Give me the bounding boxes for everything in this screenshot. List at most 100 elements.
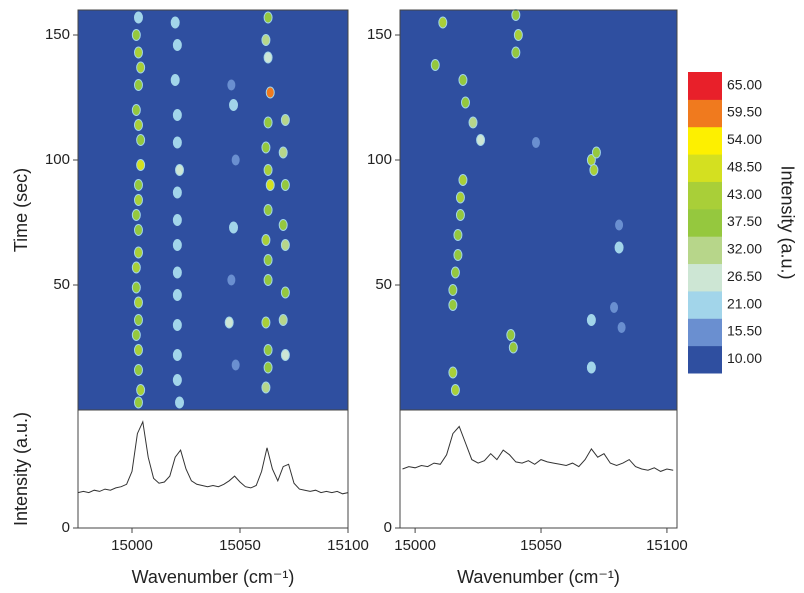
intensity-spot: [531, 137, 540, 148]
intensity-spot: [133, 344, 143, 356]
y-tick-label: 50: [375, 276, 392, 293]
intensity-spot: [263, 254, 273, 266]
intensity-spot: [589, 164, 599, 176]
intensity-spot: [231, 154, 240, 166]
intensity-spot: [131, 209, 141, 221]
colorbar-label: 15.50: [727, 323, 762, 339]
x-tick-label: 15000: [394, 537, 436, 554]
intensity-spot: [133, 194, 143, 206]
heatmap-background: [400, 10, 677, 410]
intensity-spot: [172, 214, 182, 226]
x-tick-label: 15000: [111, 537, 153, 554]
intensity-spot: [261, 316, 271, 329]
intensity-spot: [136, 384, 146, 396]
intensity-spot: [280, 349, 290, 361]
intensity-spot: [170, 16, 180, 29]
colorbar-band: [688, 72, 722, 100]
intensity-spot: [133, 314, 143, 326]
colorbar-label: 65.00: [727, 76, 762, 92]
intensity-spot: [511, 46, 521, 59]
intensity-spot: [133, 11, 143, 24]
intensity-spot: [133, 364, 143, 376]
intensity-spot: [133, 246, 143, 259]
y-axis-label: Time (sec): [11, 168, 31, 252]
intensity-spot: [450, 266, 460, 279]
intensity-spot: [263, 164, 273, 176]
intensity-spot: [438, 16, 448, 29]
heatmap-background: [78, 10, 348, 410]
intensity-spot: [172, 349, 182, 361]
intensity-spot: [476, 134, 486, 146]
intensity-spot: [133, 119, 143, 131]
intensity-spot: [131, 104, 141, 116]
colorbar-band: [688, 318, 722, 347]
intensity-spot: [265, 86, 275, 99]
intensity-spot: [224, 316, 234, 329]
intensity-spot: [455, 209, 465, 221]
colorbar-band: [688, 154, 722, 182]
intensity-spot: [263, 344, 273, 356]
spectrum-line: [77, 420, 349, 495]
y-axis-label: Intensity (a.u.): [11, 412, 31, 526]
plot-frame: [77, 409, 349, 529]
y-tick-label: 0: [62, 519, 70, 536]
intensity-spot: [508, 341, 518, 354]
colorbar-title: Intensity (a.u.): [777, 165, 797, 279]
intensity-spot: [278, 314, 288, 326]
intensity-spot: [261, 234, 271, 246]
intensity-spot: [131, 261, 141, 274]
y-tick-label: 100: [367, 151, 392, 168]
x-axis-label: Wavenumber (cm⁻¹): [457, 567, 620, 587]
intensity-spot: [450, 384, 460, 396]
x-tick-label: 15050: [520, 537, 562, 554]
colorbar-band: [688, 263, 722, 292]
intensity-spot: [615, 219, 624, 231]
intensity-spot: [172, 186, 182, 199]
intensity-spot: [261, 34, 271, 46]
intensity-spot: [133, 46, 143, 59]
colorbar-label: 59.50: [727, 104, 762, 120]
intensity-spot: [261, 381, 271, 394]
x-tick-label: 15100: [327, 537, 369, 554]
colorbar-band: [688, 126, 722, 155]
intensity-spot: [455, 191, 465, 204]
intensity-spot: [263, 274, 273, 286]
colorbar-band: [688, 208, 722, 237]
intensity-spot: [263, 116, 273, 129]
intensity-spot: [453, 249, 463, 261]
colorbar-label: 37.50: [727, 213, 762, 229]
intensity-spot: [278, 146, 288, 159]
intensity-spot: [175, 396, 185, 409]
intensity-spot: [513, 29, 523, 41]
intensity-spot: [453, 229, 463, 241]
intensity-spot: [133, 179, 143, 191]
intensity-spot: [172, 266, 182, 279]
intensity-spot: [591, 146, 601, 159]
y-tick-label: 150: [45, 26, 70, 43]
intensity-spot: [172, 374, 182, 386]
intensity-spot: [280, 114, 290, 126]
intensity-spot: [506, 329, 516, 341]
intensity-spot: [170, 74, 180, 86]
x-tick-label: 15100: [646, 537, 688, 554]
colorbar-label: 26.50: [727, 268, 762, 284]
colorbar-band: [688, 99, 722, 128]
intensity-spot: [131, 29, 141, 41]
intensity-spot: [136, 159, 146, 171]
intensity-spot: [586, 314, 596, 326]
intensity-spot: [172, 239, 182, 251]
intensity-spot: [229, 221, 239, 234]
intensity-spot: [265, 179, 275, 191]
colorbar-band: [688, 181, 722, 210]
intensity-spot: [261, 141, 271, 154]
intensity-spot: [133, 296, 143, 309]
intensity-spot: [231, 359, 240, 371]
intensity-spot: [278, 219, 288, 231]
x-axis-label: Wavenumber (cm⁻¹): [132, 567, 295, 587]
intensity-spot: [131, 281, 141, 294]
y-tick-label: 50: [53, 276, 70, 293]
intensity-spot: [172, 319, 182, 331]
intensity-spot: [172, 136, 182, 149]
intensity-spot: [227, 79, 236, 91]
